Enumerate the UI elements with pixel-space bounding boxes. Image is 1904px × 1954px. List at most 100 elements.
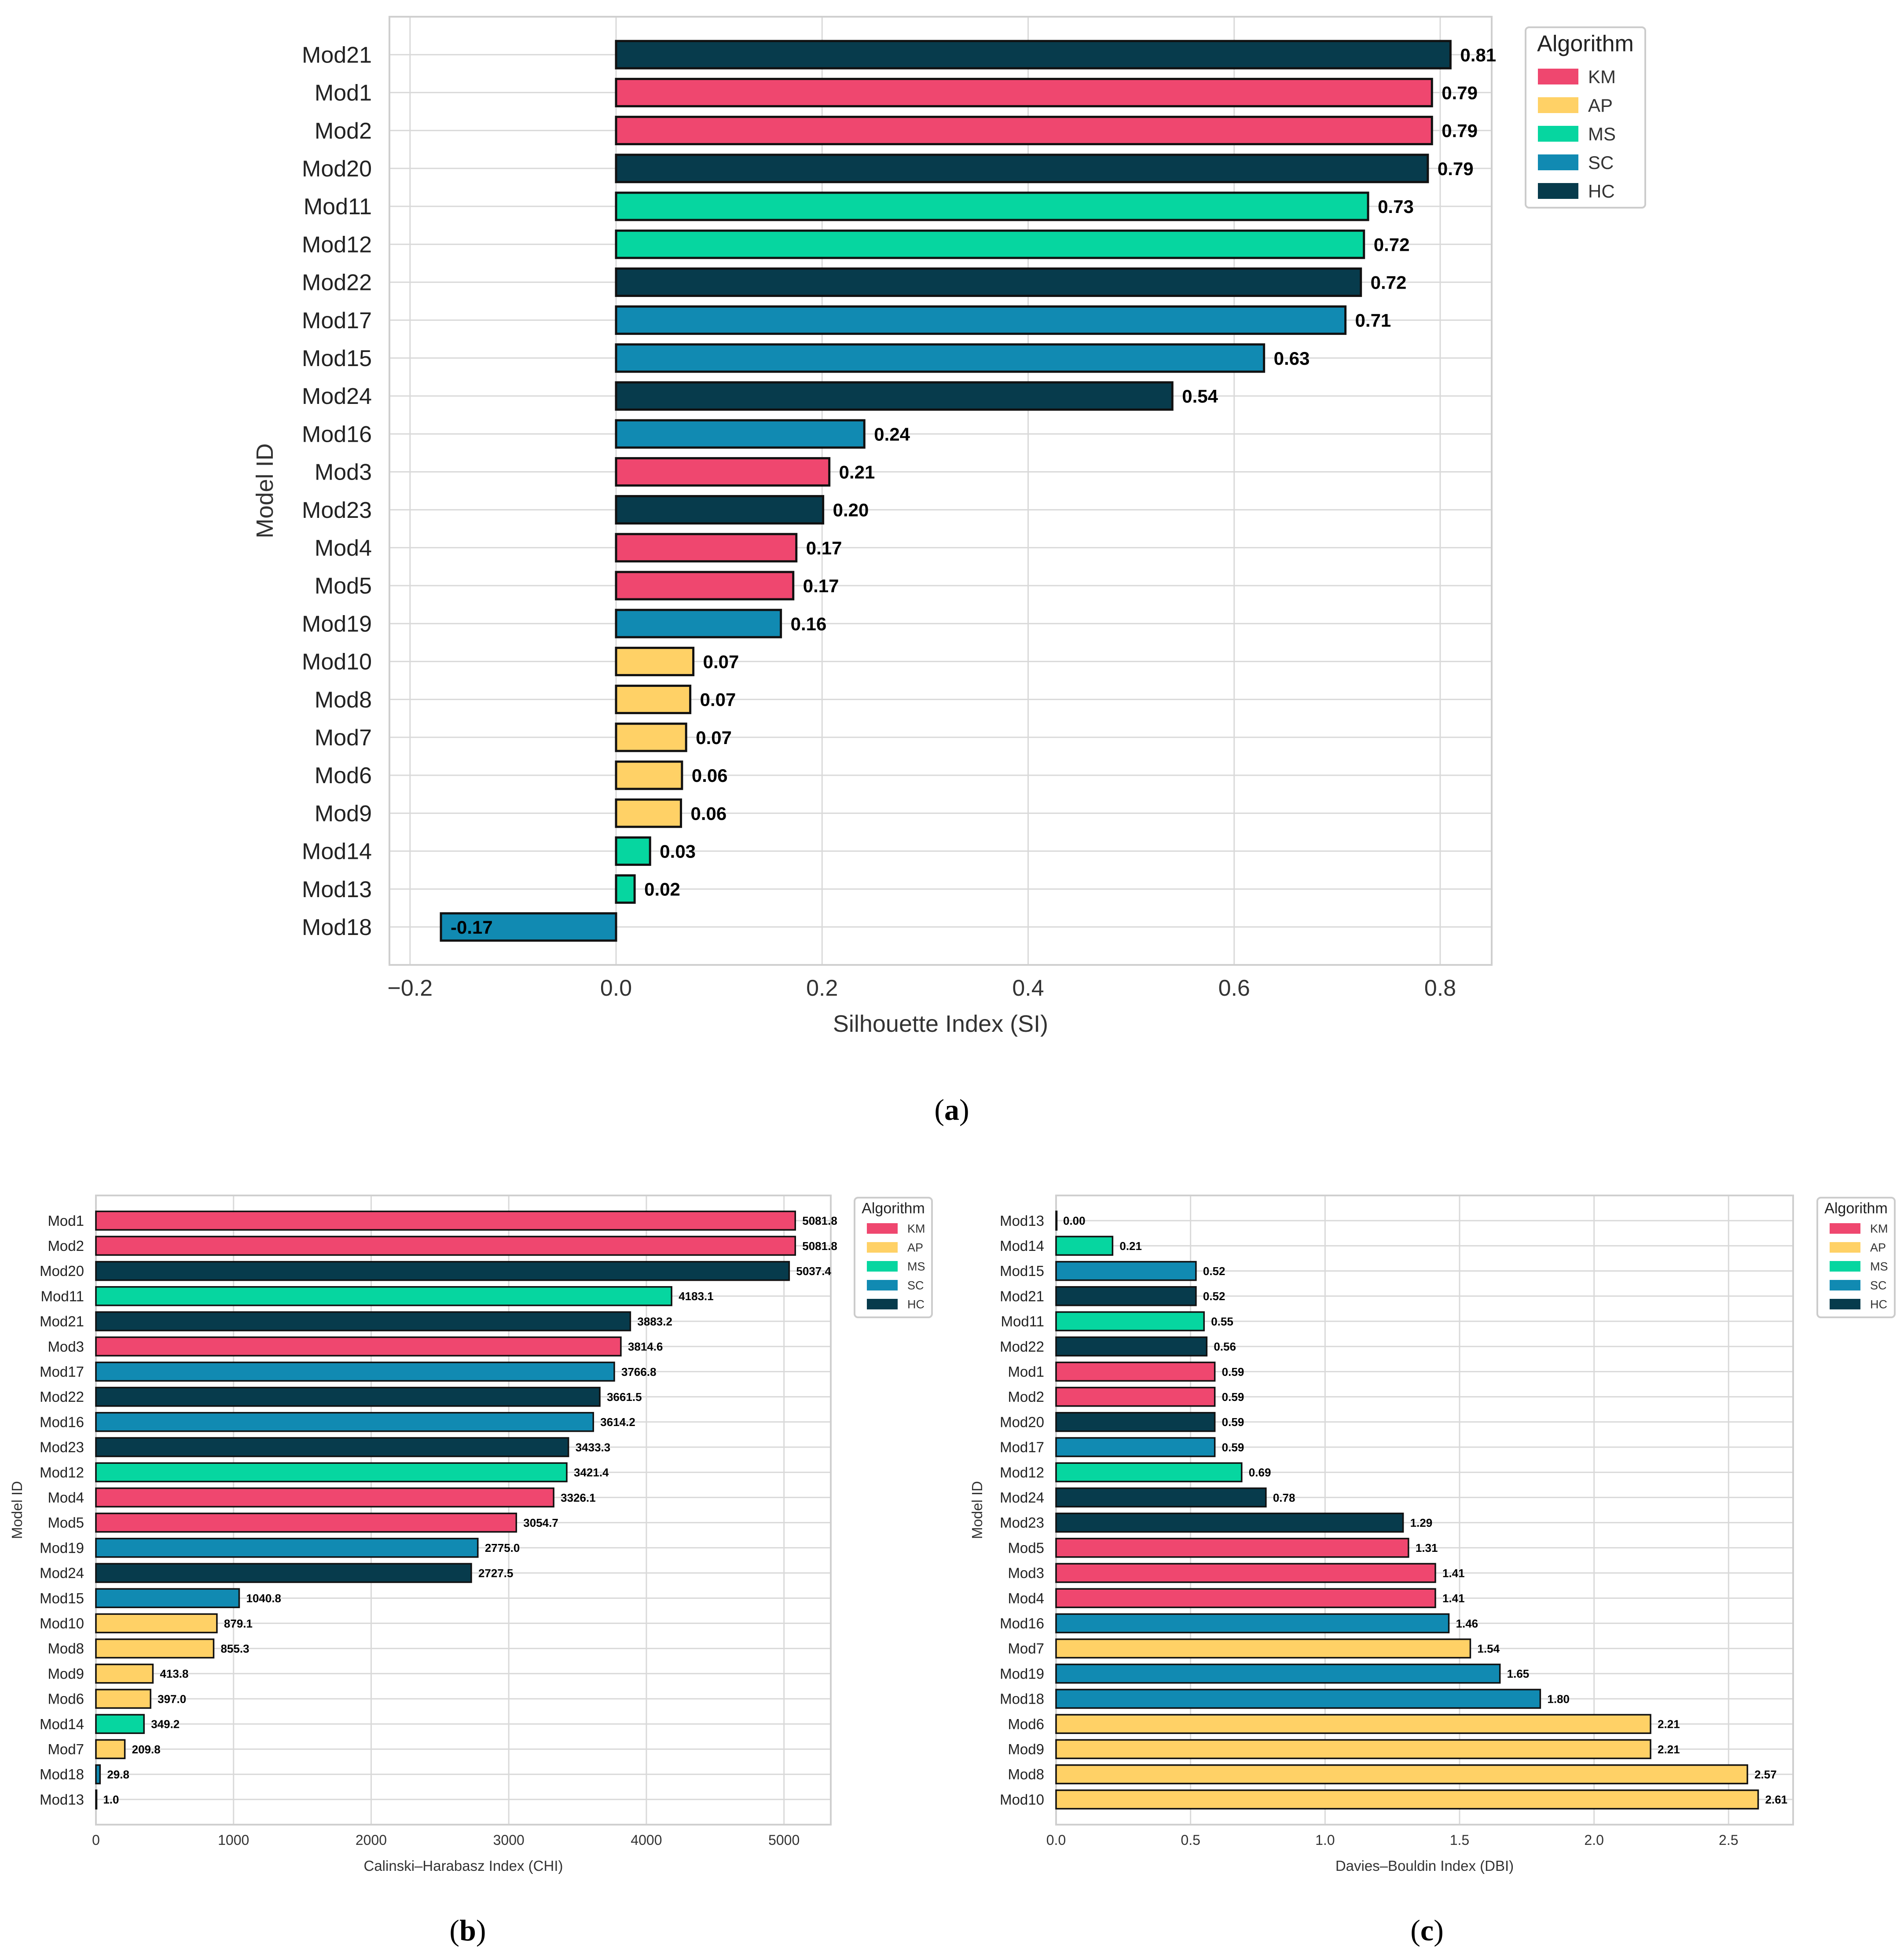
bar-value-label: 0.71 <box>1355 310 1391 331</box>
x-tick-label: 0.8 <box>1424 975 1456 1001</box>
bar <box>1055 1613 1450 1634</box>
bar-value-label: 0.59 <box>1222 1441 1244 1454</box>
bar <box>1055 1588 1436 1608</box>
x-tick-label: 0.5 <box>1181 1832 1200 1848</box>
legend-swatch-ms <box>867 1261 898 1272</box>
legend-entry-km: KM <box>907 1222 925 1235</box>
legend-swatch-km <box>1830 1223 1860 1234</box>
bar <box>95 1714 145 1734</box>
legend-swatch-sc <box>867 1280 898 1290</box>
bar-value-label: 0.78 <box>1273 1491 1295 1504</box>
legend: Algorithm KM AP MS SC HC <box>1816 1197 1896 1318</box>
bar <box>95 1311 631 1331</box>
y-category-label: Mod23 <box>302 498 372 523</box>
bar <box>95 1462 568 1482</box>
y-category-label: Mod1 <box>48 1213 84 1229</box>
bar <box>95 1538 479 1558</box>
panel-label-letter: c <box>1420 1914 1434 1947</box>
legend: Algorithm KM AP MS SC HC <box>1525 26 1646 209</box>
y-category-label: Mod10 <box>40 1615 84 1631</box>
bar <box>1055 1210 1058 1231</box>
bar <box>95 1638 215 1659</box>
bar <box>615 229 1365 259</box>
bar-value-label: 3326.1 <box>561 1491 596 1504</box>
y-category-label: Mod14 <box>1000 1238 1044 1254</box>
legend-title: Algorithm <box>1537 31 1634 57</box>
y-category-label: Mod5 <box>315 573 372 599</box>
bar <box>615 305 1347 335</box>
y-category-label: Mod16 <box>40 1414 84 1430</box>
bar-value-label: 4183.1 <box>679 1290 714 1303</box>
bar <box>95 1664 154 1684</box>
panel-c-davies-bouldin-chart: 0.0 0.5 1.0 1.5 2.0 2.5 Mod13 Mod14 Mod15 Mod21 Mo… <box>969 1195 1896 1947</box>
legend-swatch-ap <box>1538 97 1578 113</box>
y-category-label: Mod24 <box>302 384 372 409</box>
bar <box>615 571 795 601</box>
bar <box>615 874 636 904</box>
bar-value-label: 0.54 <box>1182 386 1218 407</box>
bar <box>1055 1462 1243 1482</box>
legend-entry-ms: MS <box>907 1260 925 1273</box>
bar-value-label: 1040.8 <box>246 1592 281 1605</box>
bar-value-label: 0.59 <box>1222 1390 1244 1404</box>
bar-value-label: 0.72 <box>1374 234 1410 255</box>
bar-value-label: 2.57 <box>1754 1768 1777 1781</box>
bar <box>615 419 866 449</box>
bar-value-label: 0.03 <box>660 841 696 862</box>
y-category-label: Mod19 <box>302 611 372 637</box>
bar <box>1055 1714 1651 1734</box>
bar-value-label: 1.46 <box>1456 1617 1478 1630</box>
bar-value-label: 1.41 <box>1442 1566 1465 1580</box>
y-category-label: Mod13 <box>302 877 372 902</box>
bar <box>615 685 692 715</box>
legend-swatch-hc <box>1830 1299 1860 1309</box>
bar <box>95 1563 472 1583</box>
bar-value-label: 2.21 <box>1658 1743 1680 1756</box>
plot-frame <box>95 1195 832 1826</box>
bar-value-label: 209.8 <box>132 1743 161 1756</box>
bar <box>1055 1764 1748 1785</box>
bar <box>95 1588 240 1608</box>
bar <box>615 646 695 676</box>
y-category-label: Mod9 <box>48 1665 84 1682</box>
bar-value-label: 0.79 <box>1442 83 1478 103</box>
y-category-label: Mod6 <box>315 763 372 788</box>
bar-value-label: 1.29 <box>1410 1516 1433 1529</box>
y-axis-title: Model ID <box>9 1481 25 1539</box>
bar <box>95 1361 615 1382</box>
x-axis-title: Calinski–Harabasz Index (CHI) <box>364 1858 563 1874</box>
legend-swatch-km <box>867 1223 898 1234</box>
bar-value-label: 0.16 <box>791 613 827 634</box>
y-category-label: Mod22 <box>1000 1338 1044 1355</box>
y-category-label: Mod21 <box>302 42 372 68</box>
panel-label-letter: a <box>944 1093 959 1126</box>
panel-label-letter: b <box>459 1914 476 1947</box>
bar <box>1055 1664 1501 1684</box>
bar <box>1055 1563 1436 1583</box>
bar <box>1055 1361 1216 1382</box>
bar-value-label: 0.79 <box>1438 158 1474 179</box>
y-category-label: Mod14 <box>302 839 372 865</box>
legend-swatch-sc <box>1830 1280 1860 1290</box>
bar <box>1055 1789 1759 1810</box>
y-category-label: Mod21 <box>40 1313 84 1330</box>
y-category-label: Mod13 <box>1000 1213 1044 1229</box>
x-axis-title: Davies–Bouldin Index (DBI) <box>1335 1858 1514 1874</box>
x-tick-label: 0.4 <box>1012 975 1044 1001</box>
y-category-label: Mod19 <box>40 1540 84 1556</box>
bar-value-label: 0.07 <box>696 727 732 748</box>
bar <box>615 40 1452 70</box>
panel-label: (c) <box>1410 1914 1444 1947</box>
bar <box>1055 1235 1114 1256</box>
bar <box>95 1437 569 1457</box>
legend-swatch-sc <box>1538 154 1578 170</box>
y-category-label: Mod20 <box>1000 1414 1044 1430</box>
y-category-label: Mod7 <box>48 1741 84 1757</box>
bar-value-label: 3433.3 <box>576 1441 611 1454</box>
x-tick-label: −0.2 <box>387 975 433 1001</box>
x-tick-label: 1.0 <box>1315 1832 1335 1848</box>
y-axis-title: Model ID <box>252 443 278 538</box>
y-category-label: Mod9 <box>1008 1741 1044 1757</box>
panel-label-open-paren: ( <box>934 1093 944 1126</box>
panel-label-open-paren: ( <box>1410 1914 1420 1947</box>
